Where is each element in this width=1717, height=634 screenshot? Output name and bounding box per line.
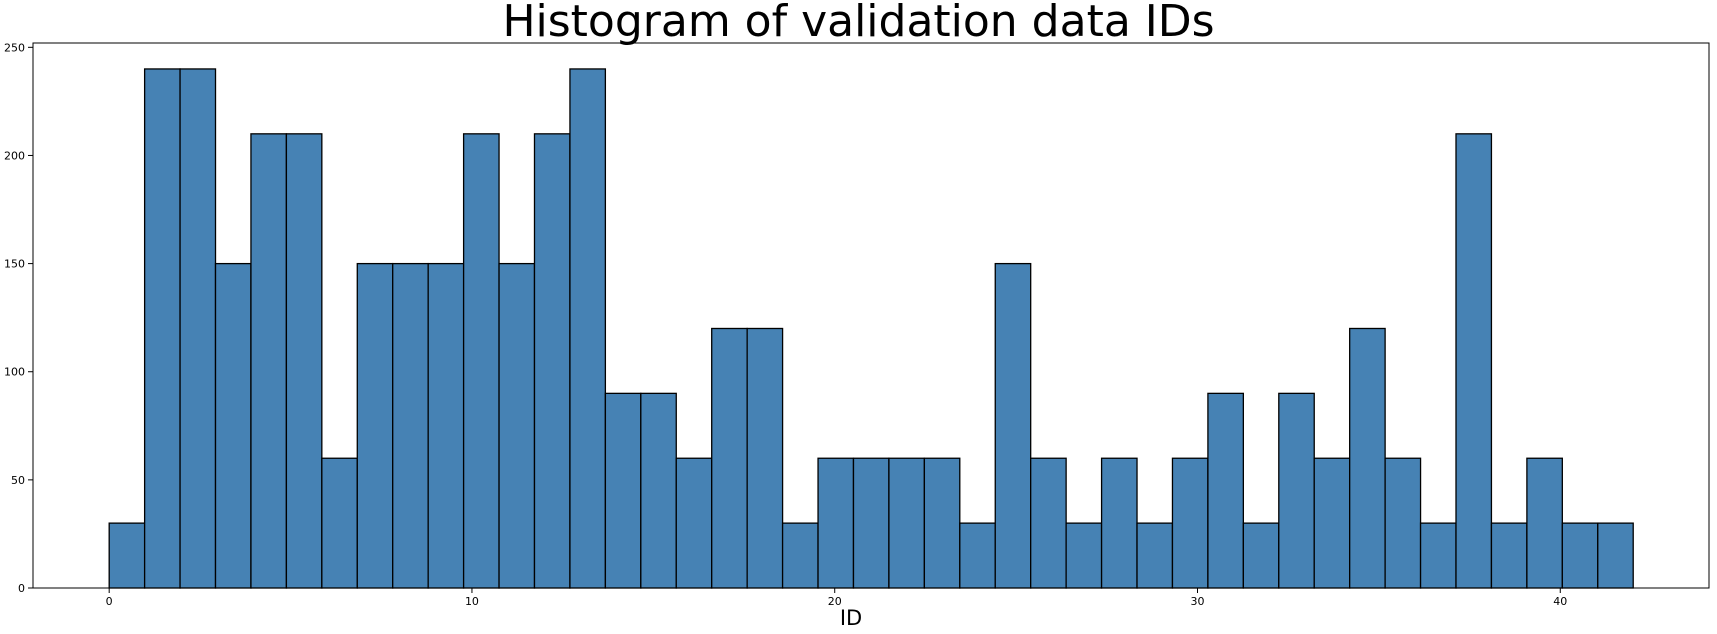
histogram-bar xyxy=(852,457,890,589)
y-tick-label: 0 xyxy=(18,582,25,595)
histogram-bar xyxy=(1490,522,1528,589)
histogram-bar xyxy=(1526,457,1563,589)
histogram-bar xyxy=(746,327,784,589)
histogram-bar xyxy=(569,68,607,589)
histogram-bar xyxy=(1419,522,1457,589)
histogram-bar xyxy=(321,457,358,589)
histogram-bar xyxy=(1561,522,1599,589)
histogram-bar xyxy=(1030,457,1067,589)
histogram-bar xyxy=(392,262,429,589)
y-tick-label: 50 xyxy=(11,474,25,487)
histogram-bar xyxy=(285,133,323,589)
histogram-bar xyxy=(179,68,217,589)
y-tick-label: 100 xyxy=(4,366,25,379)
x-axis-label: ID xyxy=(840,606,862,630)
histogram-bar xyxy=(640,392,677,589)
chart-title: Histogram of validation data IDs xyxy=(502,0,1215,47)
histogram-bar xyxy=(108,522,146,589)
axes-frame xyxy=(32,42,1710,589)
histogram-bar xyxy=(604,392,642,589)
histogram-bar xyxy=(498,262,536,589)
histogram-bar xyxy=(959,522,996,589)
histogram-bar xyxy=(1384,457,1422,589)
histogram-bar xyxy=(1100,457,1138,589)
x-tick-label: 0 xyxy=(106,595,113,608)
histogram-bar xyxy=(1136,522,1174,589)
histogram-bar xyxy=(1597,522,1634,589)
histogram-bar xyxy=(1455,133,1493,589)
histogram-bar xyxy=(711,327,748,589)
histogram-bar xyxy=(1278,392,1315,589)
histogram-bar xyxy=(143,68,181,589)
histogram-bar xyxy=(1207,392,1245,589)
histogram-bar xyxy=(817,457,855,589)
histogram-bar xyxy=(462,133,500,589)
histogram-bar xyxy=(214,262,252,589)
histogram-bar xyxy=(781,522,819,589)
histogram-bar xyxy=(1171,457,1209,589)
y-tick-label: 250 xyxy=(4,41,25,54)
y-tick-label: 150 xyxy=(4,258,25,271)
histogram-bar xyxy=(994,262,1032,589)
histogram-bar xyxy=(1349,327,1386,589)
histogram-bar xyxy=(1242,522,1280,589)
x-tick-label: 30 xyxy=(1190,595,1204,608)
x-tick-label: 40 xyxy=(1553,595,1567,608)
histogram-bar xyxy=(1065,522,1103,589)
histogram-bar xyxy=(888,457,926,589)
histogram-bar xyxy=(427,262,465,589)
histogram-bar xyxy=(356,262,394,589)
y-tick-label: 200 xyxy=(4,149,25,162)
histogram-bar xyxy=(533,133,571,589)
histogram-bar xyxy=(923,457,961,589)
histogram-bar xyxy=(1313,457,1351,589)
x-tick-label: 20 xyxy=(828,595,842,608)
x-tick-label: 10 xyxy=(465,595,479,608)
histogram-bar xyxy=(675,457,713,589)
histogram-bar xyxy=(250,133,288,589)
